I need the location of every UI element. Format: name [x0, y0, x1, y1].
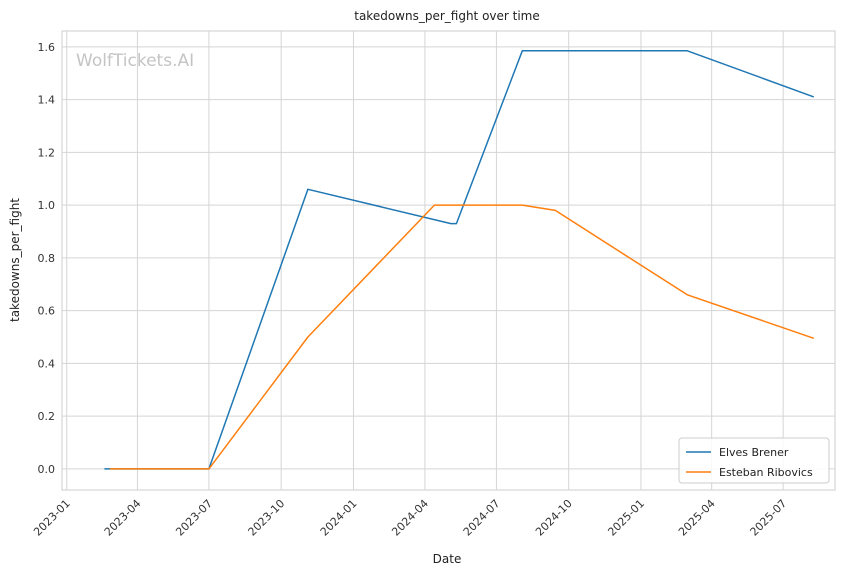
- y-tick-labels: 0.0 0.2 0.4 0.6 0.8 1.0 1.2 1.4 1.6: [38, 41, 56, 476]
- series-lines: [104, 50, 815, 470]
- y-tick-label: 0.2: [38, 410, 56, 423]
- series-line-esteban-ribovics: [109, 204, 815, 470]
- y-tick-label: 1.4: [38, 94, 56, 107]
- y-tick-label: 0.4: [38, 357, 56, 370]
- y-tick-label: 1.6: [38, 41, 56, 54]
- series-line-elves-brener: [104, 50, 815, 470]
- x-axis-title: Date: [433, 552, 462, 566]
- legend-box: [678, 437, 830, 484]
- watermark: WolfTickets.AI: [76, 51, 194, 71]
- grid-lines: [62, 31, 835, 490]
- y-axis-title: takedowns_per_fight: [8, 198, 22, 322]
- y-tick-label: 0.8: [38, 252, 56, 265]
- legend-label-esteban-ribovics: Esteban Ribovics: [719, 466, 813, 479]
- legend: Elves Brener Esteban Ribovics: [678, 437, 830, 484]
- y-tick-label: 1.0: [38, 199, 56, 212]
- y-tick-label: 0.0: [38, 463, 56, 476]
- chart-title: takedowns_per_fight over time: [354, 9, 540, 23]
- legend-label-elves-brener: Elves Brener: [719, 446, 789, 459]
- y-tick-label: 0.6: [38, 305, 56, 318]
- y-tick-label: 1.2: [38, 146, 56, 159]
- plot-area: [61, 30, 836, 491]
